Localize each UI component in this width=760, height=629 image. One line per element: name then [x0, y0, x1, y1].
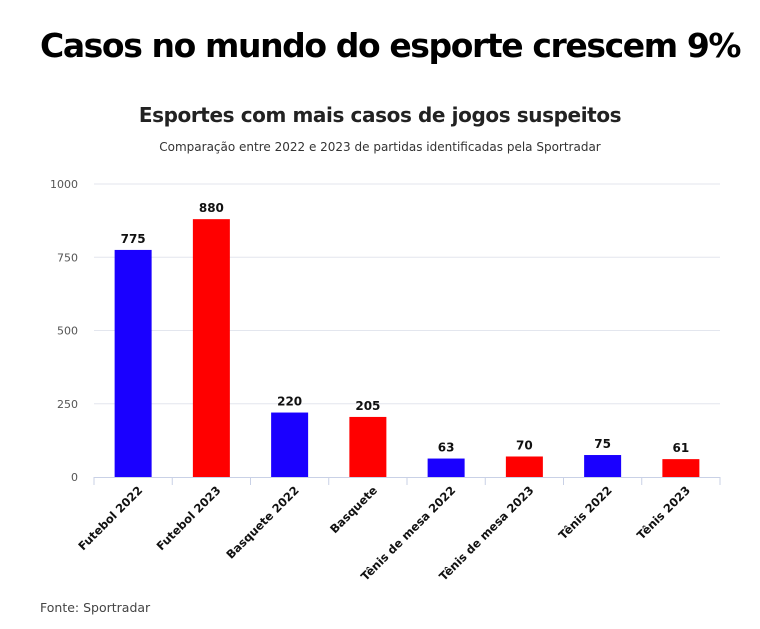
- chart-title: Esportes com mais casos de jogos suspeit…: [138, 103, 622, 127]
- x-tick-label: Tênis 2022: [556, 483, 615, 542]
- x-tick-label: Futebol 2022: [75, 483, 145, 553]
- y-tick-label: 500: [57, 325, 78, 338]
- data-label: 205: [355, 399, 380, 413]
- chart-subtitle: Comparação entre 2022 e 2023 de partidas…: [159, 140, 601, 154]
- bar-chart: 0 250 500 750 1000 775 Futebol 2022 880 Futebol …: [50, 178, 721, 584]
- x-tick-label: Basquete 2022: [223, 483, 301, 561]
- data-label: 61: [673, 441, 690, 455]
- x-tick-label: Tênis 2023: [634, 483, 693, 542]
- page-headline: Casos no mundo do esporte crescem 9%: [40, 26, 741, 65]
- y-tick-label: 250: [57, 398, 78, 411]
- data-label: 220: [277, 395, 302, 409]
- data-label: 880: [199, 201, 224, 215]
- y-tick-label: 0: [71, 471, 78, 484]
- x-tick-label: Futebol 2023: [154, 483, 224, 553]
- data-label: 75: [594, 437, 611, 451]
- bar: [584, 455, 622, 477]
- source-note: Fonte: Sportradar: [40, 600, 151, 615]
- bar: [662, 459, 700, 477]
- bar: [505, 456, 543, 477]
- bar: [114, 249, 152, 477]
- y-tick-label: 1000: [50, 178, 78, 191]
- bar: [427, 458, 465, 477]
- bar: [349, 416, 387, 477]
- data-label: 63: [438, 441, 455, 455]
- data-label: 70: [516, 438, 533, 452]
- bar: [271, 412, 309, 477]
- x-tick-label: Basquete: [327, 483, 380, 536]
- y-tick-label: 750: [57, 251, 78, 264]
- data-label: 775: [121, 232, 146, 246]
- bar: [192, 219, 230, 477]
